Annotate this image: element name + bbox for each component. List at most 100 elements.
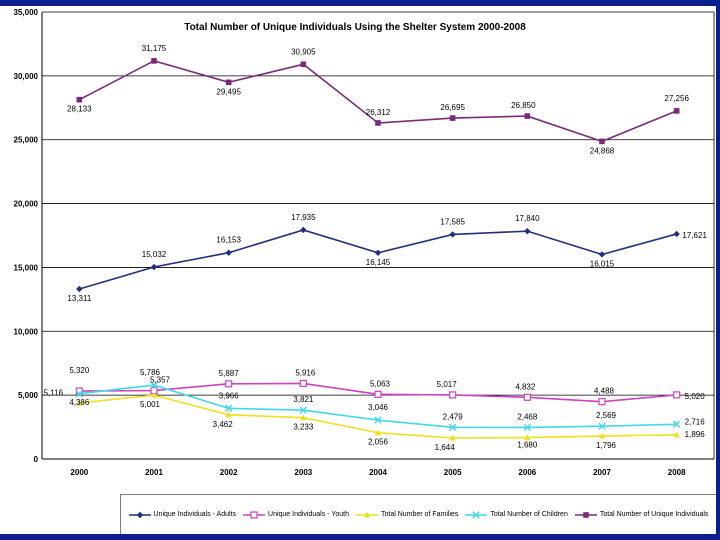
data-point-unique-individuals-youth (299, 379, 307, 388)
data-point-total-number-of-children (672, 420, 681, 429)
data-label-total-number-of-families: 5,001 (140, 400, 161, 409)
x-tick-label: 2005 (444, 468, 462, 477)
data-point-total-number-of-unique-individuals (599, 138, 605, 145)
data-label-total-number-of-unique-individuals: 26,695 (440, 103, 465, 112)
legend-marker (583, 511, 589, 518)
data-label-total-number-of-families: 1,896 (685, 430, 706, 439)
data-point-unique-individuals-adults (449, 231, 456, 238)
data-label-unique-individuals-adults: 16,153 (216, 236, 241, 245)
legend-label: Total Number of Unique Individuals (599, 511, 709, 518)
data-label-total-number-of-families: 2,056 (368, 438, 389, 447)
data-point-unique-individuals-adults (150, 263, 158, 271)
data-point-total-number-of-families (150, 391, 158, 398)
data-point-total-number-of-families (300, 414, 307, 421)
data-label-unique-individuals-youth: 5,020 (685, 392, 706, 401)
series-line-total-number-of-unique-individuals (78, 59, 677, 143)
data-point-total-number-of-unique-individuals (151, 58, 157, 64)
data-point-total-number-of-families (225, 411, 232, 418)
legend-swatch (355, 511, 378, 518)
data-label-total-number-of-unique-individuals: 29,495 (216, 87, 241, 96)
data-label-unique-individuals-youth: 5,320 (69, 366, 90, 375)
data-point-total-number-of-children (224, 404, 233, 413)
data-label-total-number-of-unique-individuals: 26,312 (366, 108, 391, 117)
data-label-unique-individuals-youth: 5,916 (295, 368, 316, 377)
y-tick-label: 35,000 (14, 8, 39, 17)
legend-item-unique-individuals-youth: Unique Individuals - Youth (243, 510, 349, 519)
x-tick-label: 2001 (145, 468, 163, 477)
legend-swatch (465, 510, 488, 519)
data-point-total-number-of-families (76, 399, 83, 406)
data-point-total-number-of-children (299, 406, 308, 414)
x-tick-label: 2004 (369, 468, 387, 477)
data-point-unique-individuals-adults (225, 249, 232, 256)
data-label-unique-individuals-adults: 16,145 (366, 258, 391, 267)
data-label-total-number-of-children: 2,468 (517, 412, 538, 421)
data-point-unique-individuals-youth (449, 391, 457, 399)
data-label-unique-individuals-adults: 17,840 (515, 214, 540, 223)
data-point-unique-individuals-adults (524, 227, 531, 235)
data-point-total-number-of-children (523, 423, 532, 432)
data-point-unique-individuals-adults (76, 285, 83, 293)
data-point-total-number-of-unique-individuals (375, 120, 381, 126)
legend-swatch (574, 511, 597, 518)
x-tick-label: 2006 (518, 468, 536, 477)
data-point-unique-individuals-adults (673, 230, 680, 238)
data-point-unique-individuals-youth (673, 391, 681, 399)
legend-item-unique-individuals-adults: Unique Individuals - Adults (128, 511, 237, 519)
data-label-unique-individuals-adults: 16,015 (590, 259, 615, 268)
legend-swatch (243, 510, 266, 519)
data-label-total-number-of-families: 3,233 (293, 423, 314, 432)
data-label-total-number-of-unique-individuals: 30,905 (291, 47, 316, 56)
data-label-unique-individuals-youth: 4,488 (594, 387, 615, 396)
data-label-total-number-of-children: 5,786 (140, 368, 161, 377)
legend-marker (472, 510, 481, 519)
y-tick-label: 10,000 (14, 327, 39, 336)
legend-item-total-number-of-families: Total Number of Families (355, 511, 458, 519)
data-point-total-number-of-unique-individuals (449, 115, 456, 121)
y-tick-label: 20,000 (14, 200, 39, 209)
data-point-total-number-of-children (150, 381, 158, 389)
data-label-total-number-of-unique-individuals: 28,133 (67, 105, 92, 114)
legend-item-total-number-of-children: Total Number of Children (465, 510, 568, 519)
x-tick-label: 2007 (593, 468, 611, 477)
x-tick-label: 2008 (668, 468, 686, 477)
data-label-unique-individuals-adults: 17,935 (291, 213, 316, 222)
data-label-unique-individuals-adults: 17,621 (682, 231, 707, 240)
data-label-unique-individuals-adults: 15,032 (142, 250, 167, 259)
data-point-total-number-of-unique-individuals (673, 108, 680, 114)
data-point-total-number-of-families (374, 429, 382, 436)
legend-label: Unique Individuals - Youth (268, 511, 349, 518)
data-label-total-number-of-children: 2,716 (685, 417, 706, 426)
x-tick-label: 2003 (294, 468, 312, 477)
chart-frame: Total Number of Unique Individuals Using… (0, 6, 716, 534)
data-label-total-number-of-unique-individuals: 26,850 (511, 101, 536, 110)
y-tick-label: 0 (34, 455, 39, 464)
data-label-total-number-of-families: 4,386 (69, 398, 90, 407)
legend-marker (363, 511, 371, 518)
legend-label: Unique Individuals - Adults (153, 511, 237, 518)
data-point-unique-individuals-adults (374, 249, 382, 257)
data-label-unique-individuals-youth: 5,017 (437, 380, 458, 389)
data-point-unique-individuals-youth (598, 398, 606, 406)
data-label-unique-individuals-youth: 5,063 (370, 379, 391, 388)
data-point-total-number-of-families (673, 431, 680, 438)
data-label-total-number-of-families: 1,680 (517, 441, 538, 450)
data-point-total-number-of-families (524, 434, 531, 441)
data-point-total-number-of-families (598, 432, 606, 439)
data-point-total-number-of-unique-individuals (524, 113, 531, 119)
y-tick-label: 5,000 (18, 391, 39, 400)
data-label-unique-individuals-youth: 5,357 (150, 376, 171, 385)
data-point-unique-individuals-youth (374, 390, 382, 398)
data-label-total-number-of-unique-individuals: 24,868 (590, 146, 615, 155)
y-tick-label: 30,000 (14, 72, 39, 81)
data-point-total-number-of-children (75, 389, 84, 398)
data-label-total-number-of-unique-individuals: 27,256 (664, 94, 689, 103)
chart-legend: Unique Individuals - Adults Unique Indivi… (120, 494, 716, 534)
data-label-total-number-of-children: 2,569 (596, 411, 617, 420)
data-point-total-number-of-children (374, 416, 382, 424)
data-point-unique-individuals-adults (598, 251, 606, 258)
data-label-total-number-of-children: 2,479 (443, 412, 464, 421)
data-label-total-number-of-unique-individuals: 31,175 (142, 44, 167, 53)
data-point-total-number-of-children (598, 422, 606, 430)
data-point-total-number-of-families (449, 434, 456, 441)
